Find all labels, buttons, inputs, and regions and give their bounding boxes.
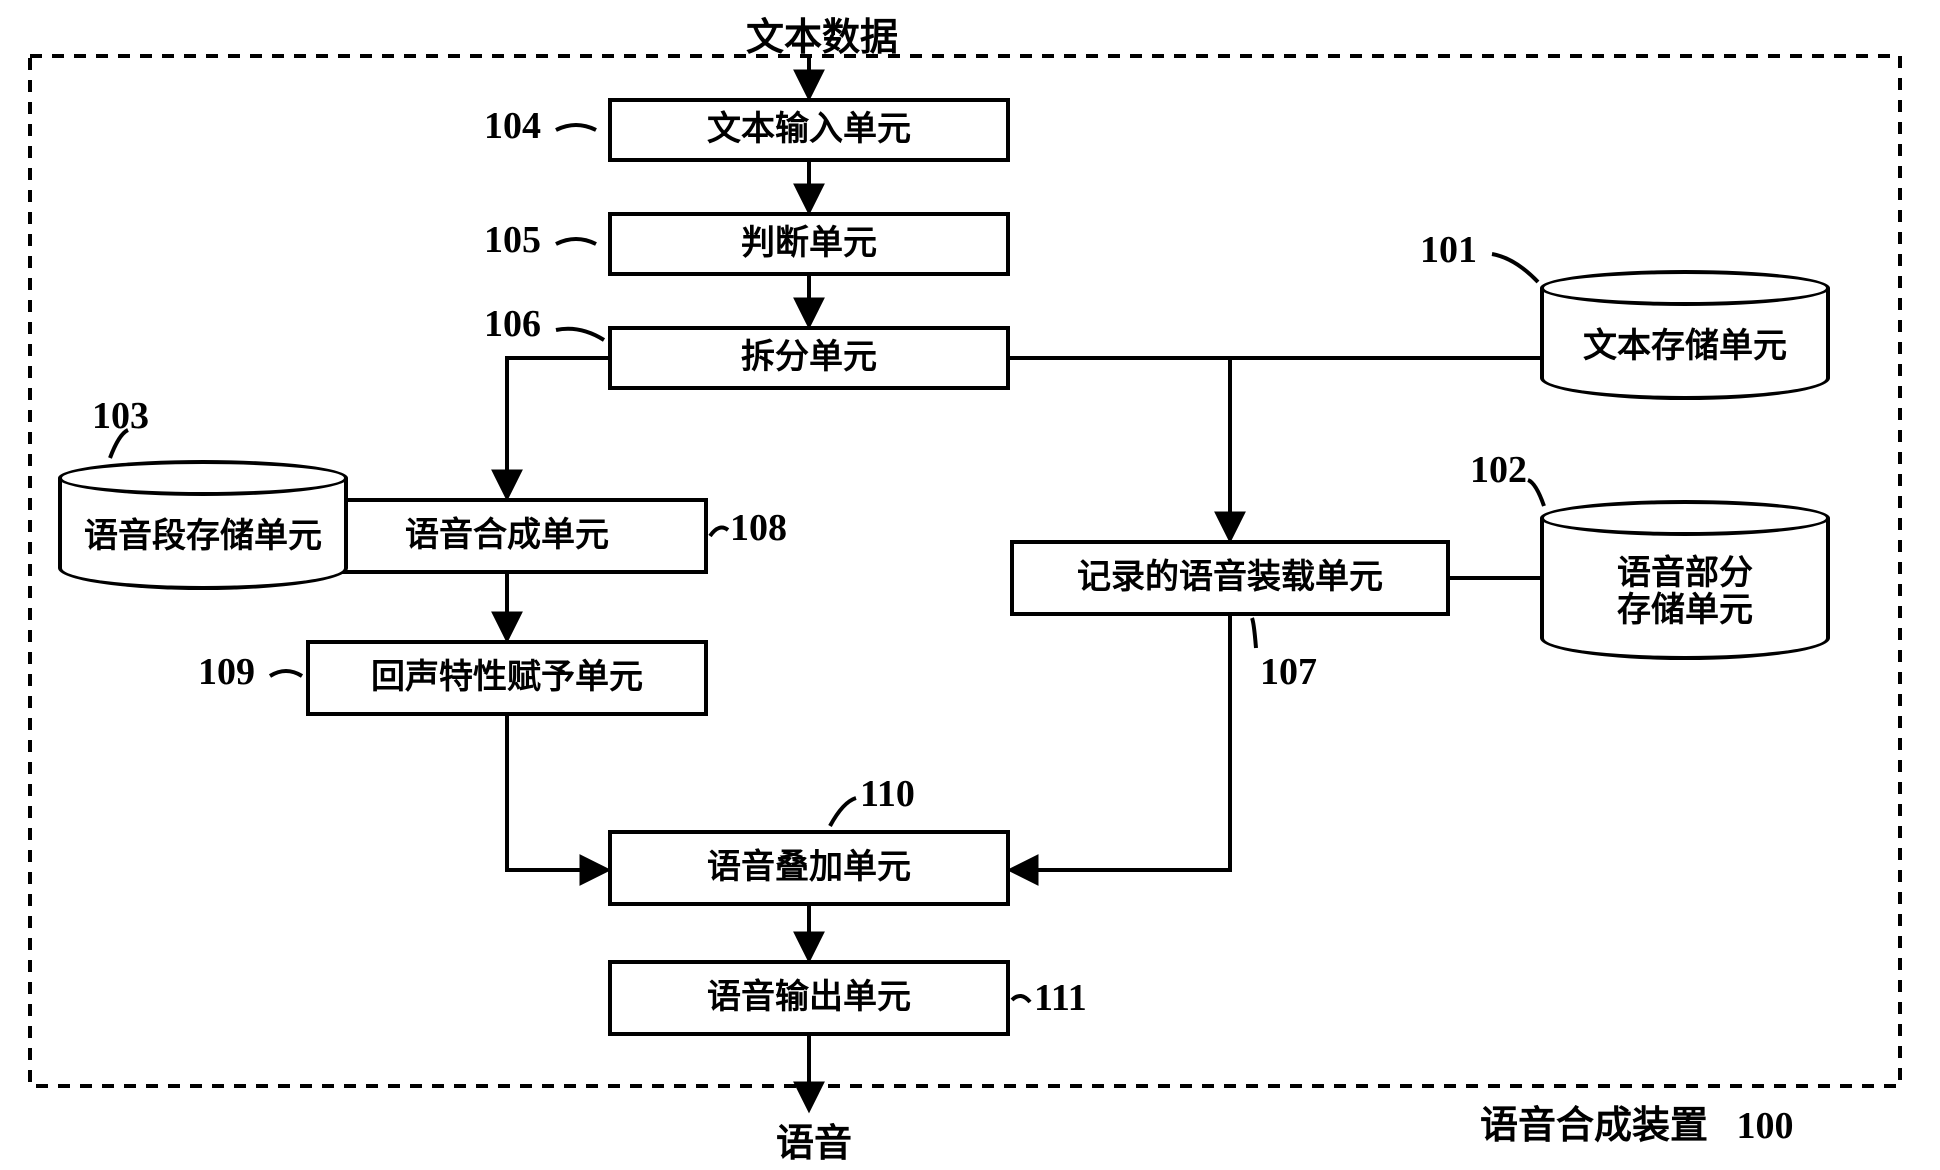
edge-e106_107 bbox=[1010, 358, 1230, 538]
edge-e106_108 bbox=[507, 358, 608, 496]
device-caption: 语音合成装置 100 bbox=[1480, 1094, 1794, 1149]
node-n108: 语音合成单元 bbox=[306, 498, 708, 574]
edge-lead109 bbox=[270, 671, 302, 676]
node-c101: 文本存储单元 bbox=[1540, 270, 1830, 400]
edge-lead104 bbox=[556, 125, 596, 130]
node-n109: 回声特性赋予单元 bbox=[306, 640, 708, 716]
node-n104: 文本输入单元 bbox=[608, 98, 1010, 162]
edge-lead108 bbox=[710, 528, 728, 536]
ref-103: 103 bbox=[92, 394, 149, 438]
ref-105: 105 bbox=[484, 218, 541, 262]
edge-lead111 bbox=[1012, 996, 1030, 1002]
node-n110: 语音叠加单元 bbox=[608, 830, 1010, 906]
ref-110: 110 bbox=[860, 772, 915, 816]
node-c102: 语音部分 存储单元 bbox=[1540, 500, 1830, 660]
input-label: 文本数据 bbox=[746, 6, 898, 61]
diagram-canvas: 文本数据 语音 语音合成装置 100 104 105 106 108 109 107 110… bbox=[0, 0, 1940, 1170]
node-n107: 记录的语音装载单元 bbox=[1010, 540, 1450, 616]
ref-101: 101 bbox=[1420, 228, 1477, 272]
ref-107: 107 bbox=[1260, 650, 1317, 694]
edge-e107_110 bbox=[1012, 616, 1230, 870]
ref-111: 111 bbox=[1034, 976, 1087, 1020]
node-n105: 判断单元 bbox=[608, 212, 1010, 276]
ref-109: 109 bbox=[198, 650, 255, 694]
edge-e109_110 bbox=[507, 716, 606, 870]
ref-104: 104 bbox=[484, 104, 541, 148]
edge-lead107 bbox=[1252, 618, 1256, 648]
node-c103: 语音段存储单元 bbox=[58, 460, 348, 590]
node-n111: 语音输出单元 bbox=[608, 960, 1010, 1036]
edge-lead105 bbox=[556, 239, 596, 244]
node-n106: 拆分单元 bbox=[608, 326, 1010, 390]
edge-lead106 bbox=[556, 329, 604, 340]
edge-lead110 bbox=[830, 798, 856, 826]
ref-108: 108 bbox=[730, 506, 787, 550]
device-caption-text: 语音合成装置 bbox=[1480, 1105, 1708, 1147]
ref-106: 106 bbox=[484, 302, 541, 346]
device-number: 100 bbox=[1737, 1105, 1794, 1147]
edge-lead101 bbox=[1492, 254, 1538, 282]
output-label: 语音 bbox=[776, 1112, 852, 1167]
ref-102: 102 bbox=[1470, 448, 1527, 492]
